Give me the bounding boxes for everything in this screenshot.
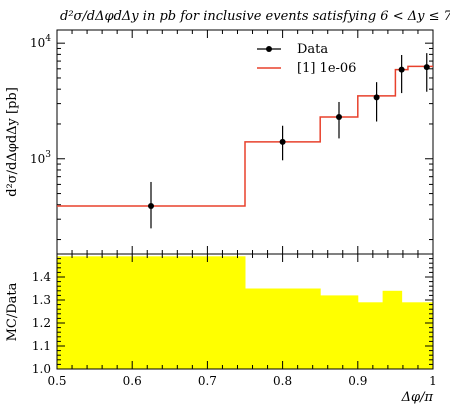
ratio-y-axis-label: MC/Data	[5, 282, 20, 341]
legend-data-marker	[266, 46, 272, 52]
main-y-tick-label: 103	[30, 150, 51, 166]
x-tick-label: 1	[429, 374, 437, 388]
ratio-ticks: 1.0 1.1 1.2 1.3 1.4 0.5 0.6 0.7 0.8 0.9 1	[32, 253, 437, 388]
x-tick-label: 0.9	[348, 374, 367, 388]
ratio-bin	[357, 302, 384, 369]
legend-data-label: Data	[297, 42, 328, 57]
data-point	[373, 94, 380, 101]
ratio-bin	[320, 295, 359, 369]
data-point	[336, 113, 342, 120]
legend: Data [1] 1e-06	[257, 42, 356, 76]
chart-title: d²σ/dΔφdΔy in pb for inclusive events sa…	[60, 9, 450, 24]
ratio-y-tick-label: 1.2	[32, 316, 51, 330]
main-y-axis-label: d²σ/dΔφdΔy [pb]	[5, 87, 20, 197]
x-tick-label: 0.7	[198, 374, 217, 388]
ratio-y-tick-label: 1.0	[32, 362, 51, 376]
data-point	[279, 138, 286, 145]
legend-mc-label: [1] 1e-06	[297, 61, 356, 76]
main-y-tick-label: 104	[30, 34, 51, 50]
data-point	[398, 66, 405, 73]
main-y-ticks: 103 104	[30, 30, 434, 254]
data-point	[148, 203, 154, 210]
mc-histogram-line	[57, 65, 433, 207]
ratio-y-tick-label: 1.4	[32, 270, 51, 284]
ratio-bin	[245, 288, 321, 369]
ratio-y-tick-label: 1.1	[32, 339, 51, 353]
ratio-band	[57, 256, 434, 369]
main-panel: 103 104	[30, 29, 434, 255]
ratio-bin	[57, 256, 246, 369]
ratio-plot-frame	[56, 253, 434, 370]
x-axis-label: Δφ/π	[401, 390, 434, 405]
data-point	[423, 64, 430, 71]
main-series	[57, 53, 433, 229]
ratio-bin	[423, 302, 434, 369]
ratio-panel: 1.0 1.1 1.2 1.3 1.4 0.5 0.6 0.7 0.8 0.9 1	[32, 253, 437, 388]
x-tick-label: 0.8	[273, 374, 292, 388]
x-tick-label: 0.5	[47, 374, 66, 388]
ratio-bin	[382, 290, 403, 369]
ratio-bin	[401, 302, 425, 369]
ratio-y-tick-label: 1.3	[32, 293, 51, 307]
x-tick-label: 0.6	[123, 374, 142, 388]
